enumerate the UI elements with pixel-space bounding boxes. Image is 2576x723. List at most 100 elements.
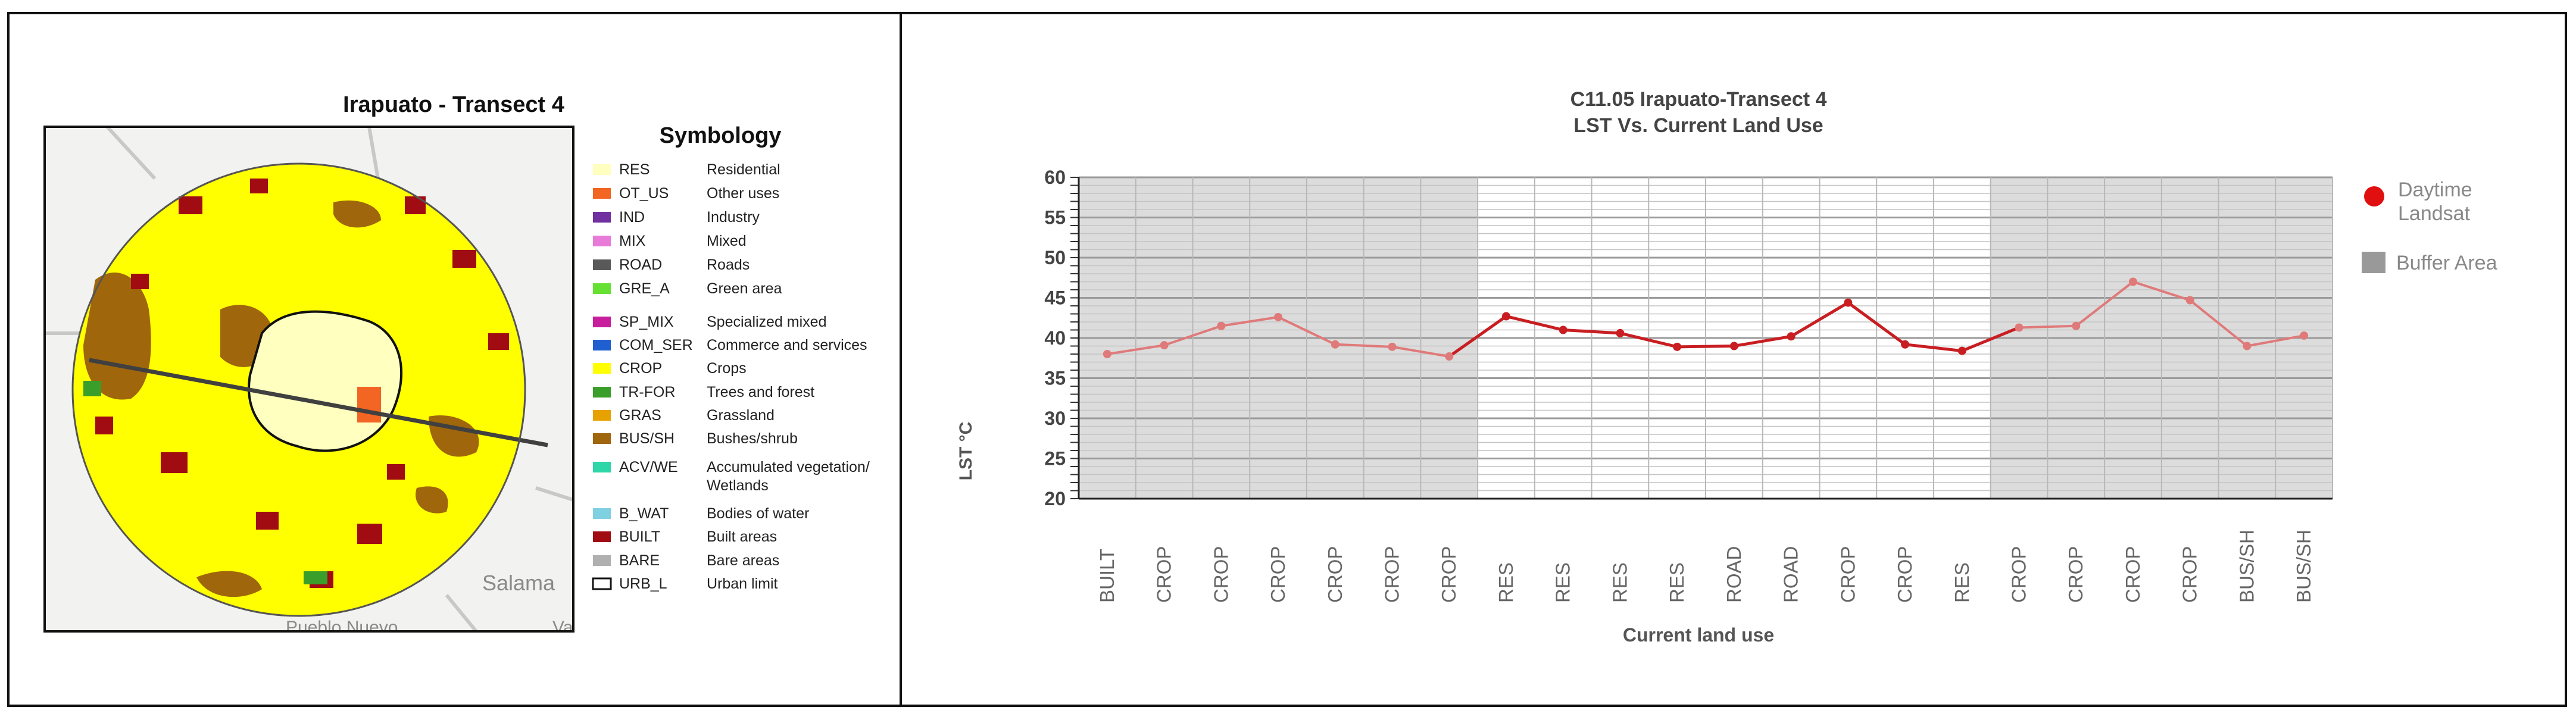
x-tick-label: CROP [1324, 546, 1346, 603]
bushes-patch [416, 486, 448, 514]
series-segment [1734, 334, 1792, 348]
legend-swatch [593, 283, 611, 294]
forest-patch [83, 381, 101, 396]
data-point [1217, 321, 1226, 330]
legend-description: Mixed [707, 233, 747, 249]
legend-swatch [593, 363, 611, 374]
data-point [1901, 340, 1910, 349]
x-tick-label: CROP [2008, 546, 2030, 603]
series-segment [2019, 324, 2077, 329]
legend-code: SP_MIX [619, 314, 674, 330]
series-segment [1506, 315, 1564, 331]
series-segment [2132, 280, 2191, 302]
legend-swatch [593, 259, 611, 270]
data-point [1274, 312, 1283, 321]
legend-description: Trees and forest [707, 384, 814, 400]
legend-code: MIX [619, 233, 646, 249]
x-tick-label: RES [1609, 562, 1631, 603]
legend-description: Built areas [707, 528, 777, 545]
legend-swatch [593, 508, 611, 519]
legend-swatch [593, 317, 611, 327]
legend-swatch [593, 340, 611, 350]
legend-code: RES [619, 161, 650, 178]
y-axis-label: LST °C [956, 422, 976, 481]
data-point [1501, 312, 1510, 321]
urban-core [248, 310, 402, 452]
series-segment [1563, 328, 1620, 335]
series-segment [1961, 326, 2020, 352]
built-patches [95, 179, 509, 588]
figure-border [7, 12, 2567, 707]
legend-code: ACV/WE [619, 459, 678, 475]
legend-swatch [593, 531, 611, 542]
legend-marker-buffer [2362, 252, 2385, 273]
series-segment [1847, 301, 1906, 346]
legend-description: Bushes/shrub [707, 430, 798, 447]
data-point [2072, 321, 2081, 330]
legend-swatch [592, 577, 612, 590]
legend-description: Wetlands [707, 477, 769, 494]
other-uses-patch [357, 387, 381, 422]
legend-code: TR-FOR [619, 384, 675, 400]
legend-code: CROP [619, 360, 662, 377]
data-point [1559, 325, 1568, 334]
series-segment [1448, 315, 1507, 358]
series-segment [1107, 344, 1164, 355]
legend-swatch [593, 462, 611, 472]
data-point [1103, 350, 1111, 358]
x-tick-label: CROP [1894, 546, 1916, 603]
legend-label-daytime-1: Daytime [2398, 179, 2472, 201]
series-segment [1335, 343, 1392, 348]
legend-code: B_WAT [619, 505, 669, 522]
data-point [1787, 332, 1796, 341]
data-point [1957, 346, 1966, 355]
data-point [2243, 342, 2252, 350]
legend-code: ROAD [619, 256, 662, 273]
x-tick-label: RES [1666, 562, 1688, 603]
x-tick-label: CROP [2122, 546, 2144, 603]
legend-label-buffer: Buffer Area [2396, 252, 2497, 274]
legend-description: Industry [707, 209, 760, 226]
legend-swatch [593, 387, 611, 398]
legend-code: GRE_A [619, 280, 670, 297]
data-point [1388, 342, 1397, 351]
legend-code: COM_SER [619, 337, 693, 353]
legend-code: BUILT [619, 528, 660, 545]
series-segment [1278, 316, 1336, 346]
y-tick-label: 40 [1044, 327, 1066, 349]
data-point [1616, 328, 1625, 337]
data-point [2128, 277, 2137, 286]
map-title: Irapuato - Transect 4 [343, 92, 564, 117]
symbology-legend: RES Residential OT_US Other uses IND Industry… [592, 161, 870, 592]
data-point [1160, 341, 1169, 350]
x-tick-label: RES [1552, 562, 1574, 603]
data-point [1445, 352, 1454, 361]
x-axis-label: Current land use [1623, 624, 1774, 646]
legend-description: Grassland [707, 407, 775, 424]
legend-code: BUS/SH [619, 430, 675, 447]
bushes-patch [333, 200, 381, 228]
legend-description: Roads [707, 256, 750, 273]
basemap-label: Val [552, 618, 577, 637]
legend-description: Commerce and services [707, 337, 867, 353]
data-point [1844, 298, 1853, 307]
legend-swatch [593, 410, 611, 421]
map-panel: Irapuato - Transect 4 [43, 92, 870, 637]
basemap-label: Salama [482, 571, 555, 595]
chart-subtitle: LST Vs. Current Land Use [1573, 114, 1823, 137]
basemap-road [45, 127, 573, 631]
legend-swatch [593, 164, 611, 175]
x-tick-label: CROP [1267, 546, 1289, 603]
transect-line [89, 358, 548, 447]
series-segment [1904, 343, 1963, 353]
x-tick-label: CROP [1153, 546, 1175, 603]
series-segment [1163, 324, 1222, 347]
x-tick-label: BUILT [1096, 549, 1118, 603]
legend-code: IND [619, 209, 645, 226]
data-point [1673, 342, 1682, 351]
series-segment [2247, 334, 2305, 348]
legend-description: Bodies of water [707, 505, 809, 522]
y-tick-label: 30 [1044, 408, 1066, 429]
x-tick-label: CROP [1837, 546, 1859, 603]
forest-patch [304, 571, 327, 584]
